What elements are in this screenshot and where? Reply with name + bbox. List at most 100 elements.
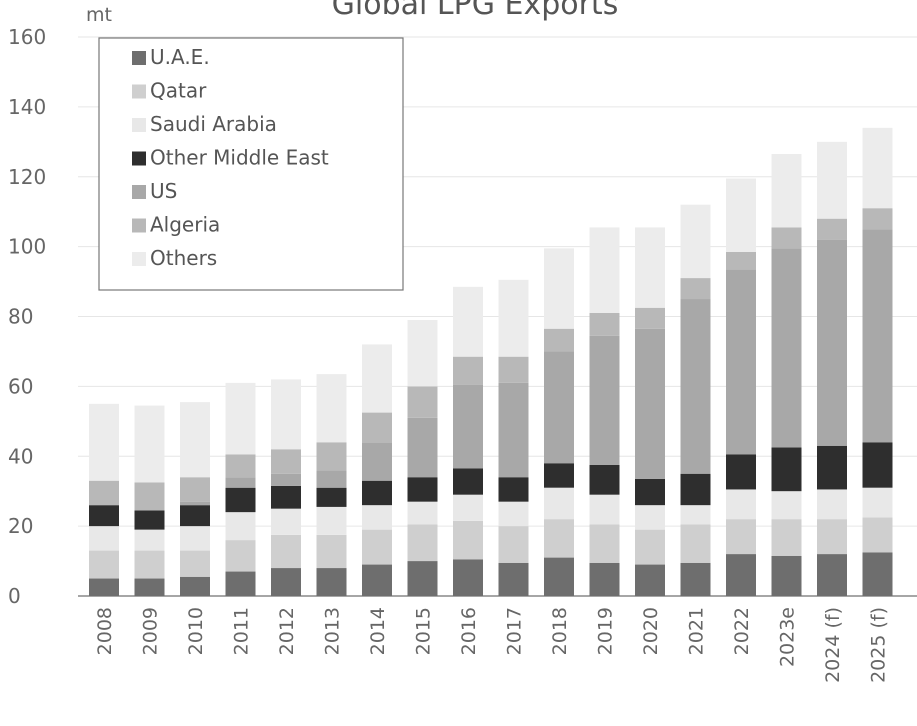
bar-segment-u-a-e <box>589 562 620 596</box>
bar-segment-u-a-e <box>134 578 165 596</box>
bar-segment-other-middle-east <box>180 505 210 527</box>
y-axis-unit: mt <box>86 4 112 26</box>
legend-box <box>98 37 404 291</box>
legend-label: Algeria <box>150 213 220 237</box>
legend-swatch <box>132 84 146 99</box>
bar-segment-other-middle-east <box>771 447 802 492</box>
bar-segment-qatar <box>225 540 256 572</box>
bar-segment-other-middle-east <box>862 442 893 488</box>
bar-segment-saudi-arabia <box>498 501 529 527</box>
bar-segment-us <box>362 442 392 481</box>
bar-segment-algeria <box>771 227 802 249</box>
bar-segment-algeria <box>544 328 574 352</box>
x-tick-label: 2016 <box>458 607 480 655</box>
bar-segment-saudi-arabia <box>453 494 483 521</box>
bar-segment-saudi-arabia <box>316 506 347 535</box>
x-tick-label: 2014 <box>367 607 389 655</box>
bar-segment-saudi-arabia <box>134 529 165 551</box>
legend-label: US <box>150 179 177 203</box>
bar-segment-other-middle-east <box>362 480 392 506</box>
bar-segment-others <box>407 319 438 387</box>
bar-segment-qatar <box>862 517 893 553</box>
bar-segment-us <box>589 335 620 465</box>
y-axis-ticks: 0 20 40 60 80 100 120 140 160 <box>8 25 46 608</box>
bar-segment-qatar <box>680 524 711 563</box>
chart-title: Global LPG Exports <box>332 0 619 22</box>
bar-segment-others <box>544 248 574 329</box>
bar-segment-u-a-e <box>407 561 438 596</box>
bar-segment-qatar <box>498 526 529 563</box>
x-tick-label: 2024 (f) <box>822 607 844 683</box>
bar-segment-us <box>180 501 210 506</box>
bar-segment-other-middle-east <box>271 485 301 509</box>
bar-segment-u-a-e <box>271 568 301 596</box>
bar-segment-qatar <box>726 519 756 555</box>
x-axis-ticks: 2008 2009 2010 2011 2012 2013 2014 2015 2016 2017… <box>94 607 890 683</box>
bar-segment-other-middle-east <box>316 487 347 507</box>
bar-segment-qatar <box>453 520 483 560</box>
bar-segment-saudi-arabia <box>771 491 802 520</box>
bar-segment-others <box>498 279 529 357</box>
bar-segment-u-a-e <box>180 576 210 596</box>
x-tick-label: 2013 <box>322 607 344 655</box>
bar-segment-us <box>817 239 847 446</box>
bar-segment-algeria <box>453 356 483 385</box>
bar-segment-u-a-e <box>316 568 347 596</box>
bar-segment-us <box>453 384 483 469</box>
bar-segment-us <box>771 248 802 448</box>
legend-swatch <box>132 118 146 132</box>
x-tick-label: 2019 <box>595 607 617 655</box>
y-tick-label: 0 <box>8 584 21 608</box>
bar-segment-algeria <box>680 278 711 300</box>
legend-swatch <box>132 218 146 233</box>
bar-segment-algeria <box>498 356 529 383</box>
bar-segment-algeria <box>89 480 119 506</box>
bar-segment-algeria <box>635 307 665 329</box>
x-tick-label: 2012 <box>276 607 298 655</box>
x-tick-label: 2018 <box>549 607 571 655</box>
bar-segment-saudi-arabia <box>271 508 301 535</box>
bar-segment-us <box>635 328 665 479</box>
bar-segment-other-middle-east <box>453 468 483 495</box>
bar-segment-qatar <box>817 519 847 555</box>
bar-segment-saudi-arabia <box>407 501 438 525</box>
bar-segment-others <box>271 379 301 450</box>
legend-label: Others <box>150 246 217 270</box>
bar-segment-us <box>407 417 438 478</box>
bar-segment-u-a-e <box>817 554 847 596</box>
bar-segment-u-a-e <box>89 578 119 596</box>
bar-segment-saudi-arabia <box>362 505 392 530</box>
bar-segment-u-a-e <box>362 564 392 596</box>
x-tick-label: 2010 <box>185 607 207 655</box>
bar-segment-algeria <box>134 482 165 511</box>
bar-segment-u-a-e <box>498 562 529 596</box>
bar-segment-other-middle-east <box>817 445 847 490</box>
bar-segment-saudi-arabia <box>225 512 256 541</box>
bar-segment-others <box>589 227 620 314</box>
legend-swatch <box>132 185 146 199</box>
y-tick-label: 20 <box>8 514 33 538</box>
bar-segment-u-a-e <box>635 564 665 596</box>
bar-segment-others <box>862 127 893 209</box>
bar-segment-other-middle-east <box>407 477 438 502</box>
bar-segment-other-middle-east <box>544 463 574 488</box>
x-tick-label: 2015 <box>413 607 435 655</box>
bar-segment-other-middle-east <box>498 477 529 502</box>
y-tick-label: 140 <box>8 95 46 119</box>
bar-segment-algeria <box>407 386 438 418</box>
bar-segment-qatar <box>544 519 574 558</box>
bar-segment-algeria <box>225 454 256 478</box>
bar-segment-saudi-arabia <box>589 494 620 525</box>
bar-segment-others <box>225 382 256 455</box>
x-tick-label: 2022 <box>731 607 753 655</box>
legend-label: Qatar <box>150 79 207 103</box>
bar-segment-others <box>89 403 119 481</box>
x-tick-label: 2025 (f) <box>868 607 890 683</box>
legend-swatch <box>132 151 146 166</box>
y-tick-label: 40 <box>8 444 33 468</box>
bar-segment-others <box>362 344 392 413</box>
bar-segment-other-middle-east <box>680 473 711 506</box>
x-tick-label: 2020 <box>640 607 662 655</box>
bar-segment-u-a-e <box>225 571 256 596</box>
